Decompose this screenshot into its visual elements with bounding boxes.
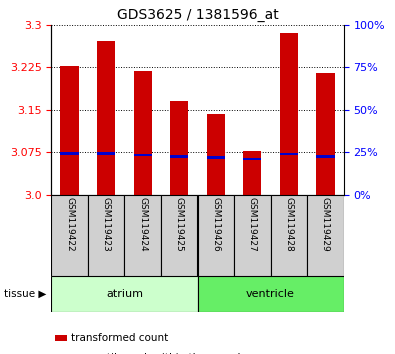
Bar [161, 195, 198, 276]
Text: percentile rank within the sample: percentile rank within the sample [71, 353, 247, 354]
Bar [316, 155, 335, 158]
Bar [134, 71, 152, 195]
Bar [198, 276, 344, 312]
Text: atrium: atrium [106, 289, 143, 299]
Bar [207, 156, 225, 159]
Text: GSM119428: GSM119428 [284, 197, 293, 252]
Text: tissue ▶: tissue ▶ [4, 289, 46, 299]
Bar [134, 154, 152, 156]
Bar [243, 158, 261, 160]
Bar [280, 153, 298, 155]
Text: GSM119429: GSM119429 [321, 197, 330, 252]
Bar [124, 195, 161, 276]
Text: GSM119424: GSM119424 [138, 197, 147, 252]
Bar [243, 150, 261, 195]
Text: transformed count: transformed count [71, 333, 168, 343]
Text: ventricle: ventricle [246, 289, 295, 299]
Text: GSM119425: GSM119425 [175, 197, 184, 252]
Bar [198, 195, 234, 276]
Bar [170, 101, 188, 195]
Text: GSM119426: GSM119426 [211, 197, 220, 252]
Bar [271, 195, 307, 276]
Text: GSM119423: GSM119423 [102, 197, 111, 252]
Bar [60, 66, 79, 195]
Bar [307, 195, 344, 276]
Bar [170, 155, 188, 158]
Bar [60, 152, 79, 155]
Bar [51, 276, 198, 312]
Bar [207, 114, 225, 195]
Text: GSM119427: GSM119427 [248, 197, 257, 252]
Text: GSM119422: GSM119422 [65, 197, 74, 252]
Bar [97, 41, 115, 195]
Title: GDS3625 / 1381596_at: GDS3625 / 1381596_at [117, 8, 278, 22]
Bar [97, 152, 115, 155]
Bar [234, 195, 271, 276]
Bar [51, 195, 88, 276]
Bar [280, 33, 298, 195]
Bar [316, 73, 335, 195]
Bar [88, 195, 124, 276]
